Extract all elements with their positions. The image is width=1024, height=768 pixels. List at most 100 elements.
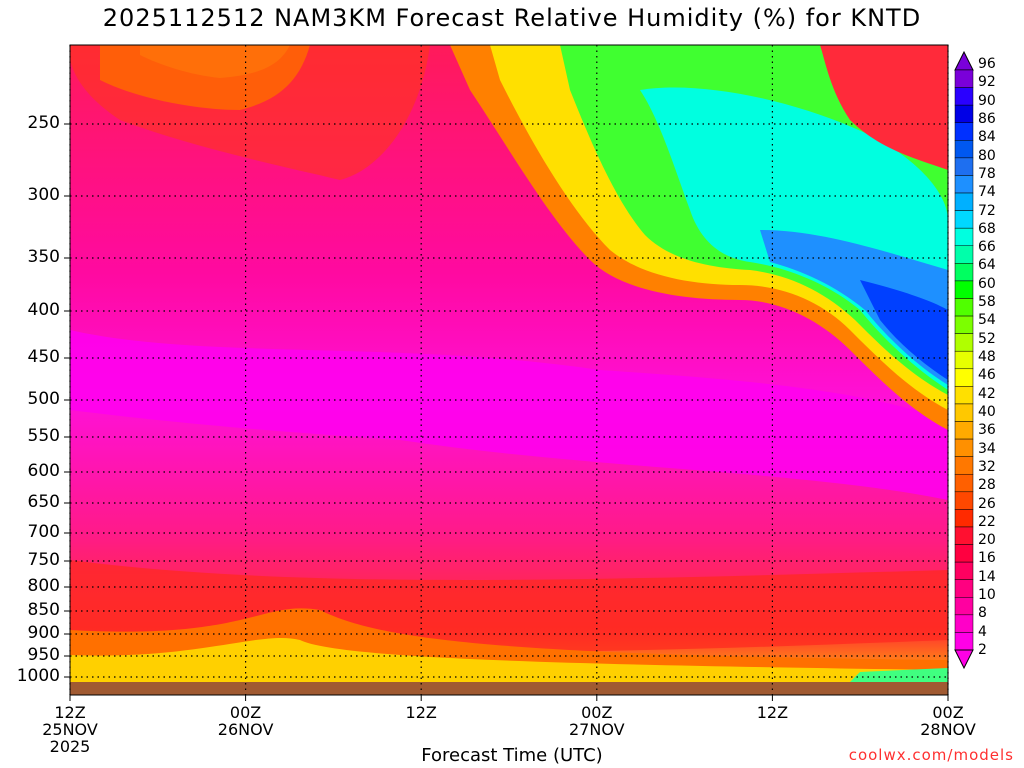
colorbar-swatch [954, 632, 974, 651]
colorbar-label: 66 [978, 239, 996, 256]
y-tick-label: 950 [27, 645, 60, 665]
colorbar-label: 36 [978, 422, 996, 439]
colorbar-swatch [954, 526, 974, 545]
colorbar-label: 32 [978, 458, 996, 475]
colorbar-swatch [954, 192, 974, 211]
colorbar-swatch [954, 315, 974, 334]
x-tick-label: 00Z [581, 703, 613, 722]
colorbar-swatch [954, 280, 974, 299]
colorbar-swatch [954, 333, 974, 352]
y-tick-label: 450 [27, 347, 60, 367]
colorbar-label: 84 [978, 129, 996, 146]
rh-mid-dry-core [70, 330, 948, 500]
x-tick-label: 12Z [405, 703, 437, 722]
x-tick-label: 00Z [229, 703, 262, 722]
y-tick-label: 500 [27, 389, 60, 409]
colorbar-swatch [954, 263, 974, 282]
y-tick-label: 300 [27, 185, 60, 205]
colorbar-swatch [954, 69, 974, 88]
colorbar-bottom-arrow [954, 649, 974, 670]
colorbar-label: 42 [978, 385, 996, 402]
colorbar-swatch [954, 298, 974, 317]
rh-surface-green [850, 668, 948, 682]
colorbar-label: 78 [978, 165, 996, 182]
colorbar-label: 4 [978, 623, 987, 640]
colorbar [954, 50, 974, 670]
colorbar-label: 68 [978, 220, 996, 237]
y-tick-label: 400 [27, 300, 60, 320]
rh-moist-deepblue [860, 280, 948, 380]
y-tick-label: 850 [27, 600, 60, 620]
colorbar-label: 34 [978, 440, 996, 457]
ground [70, 682, 948, 695]
x-tick-label: 27NOV [569, 720, 625, 739]
colorbar-label: 22 [978, 513, 996, 530]
colorbar-swatch [954, 491, 974, 510]
colorbar-label: 80 [978, 147, 996, 164]
colorbar-swatch [954, 157, 974, 176]
colorbar-label: 48 [978, 349, 996, 365]
colorbar-swatch [954, 473, 974, 493]
x-axis-title: Forecast Time (UTC) [421, 745, 603, 766]
y-tick-label: 700 [27, 522, 60, 542]
colorbar-swatch [954, 403, 974, 422]
colorbar-label: 90 [978, 92, 996, 109]
colorbar-swatch [954, 597, 974, 616]
x-tick-label: 25NOV [42, 720, 98, 739]
colorbar-label: 52 [978, 330, 996, 347]
colorbar-swatch [954, 210, 974, 229]
colorbar-label: 40 [978, 403, 996, 420]
colorbar-swatch [954, 421, 974, 440]
x-tick-label: 00Z [932, 703, 964, 722]
colorbar-swatch [954, 561, 974, 580]
colorbar-swatch [954, 614, 974, 633]
x-tick-label: 26NOV [217, 720, 274, 739]
colorbar-swatch [954, 87, 974, 106]
y-tick-label: 1000 [16, 666, 60, 686]
grid-lines [64, 45, 949, 701]
colorbar-swatch [954, 544, 974, 563]
y-tick-label: 350 [27, 247, 60, 267]
y-tick-label: 250 [27, 113, 60, 133]
credit-text: coolwx.com/models [848, 746, 1014, 764]
rh-low-yellow [70, 637, 948, 682]
colorbar-label: 60 [978, 275, 996, 292]
chart-title: 2025112512 NAM3KM Forecast Relative Humi… [102, 4, 922, 32]
colorbar-swatch [954, 175, 974, 194]
colorbar-swatch [954, 227, 974, 247]
colorbar-label: 86 [978, 110, 996, 127]
colorbar-swatch [954, 386, 974, 405]
colorbar-label: 46 [978, 367, 996, 384]
colorbar-swatch [954, 509, 974, 528]
colorbar-label: 8 [978, 605, 987, 622]
colorbar-swatch [954, 350, 974, 370]
colorbar-label: 20 [978, 532, 996, 549]
colorbar-label: 58 [978, 294, 996, 311]
y-tick-label: 550 [27, 426, 60, 446]
colorbar-label: 64 [978, 257, 996, 274]
y-tick-label: 750 [27, 550, 60, 570]
x-tick-label: 12Z [756, 703, 789, 722]
colorbar-label: 96 [978, 56, 996, 72]
y-tick-label: 800 [27, 576, 60, 596]
colorbar-swatch [954, 579, 974, 598]
colorbar-label: 54 [978, 312, 996, 329]
colorbar-label: 16 [978, 550, 996, 567]
rh-upper-red-left [70, 45, 430, 180]
rh-moist-blue [760, 230, 948, 385]
colorbar-swatch [954, 368, 974, 387]
colorbar-label: 72 [978, 202, 996, 219]
colorbar-label: 10 [978, 587, 996, 604]
colorbar-label: 14 [978, 568, 996, 585]
x-tick-label: 2025 [49, 737, 91, 756]
colorbar-label: 28 [978, 477, 996, 494]
x-tick-label: 28NOV [920, 720, 976, 739]
colorbar-swatch [954, 122, 974, 141]
colorbar-label: 74 [978, 184, 996, 201]
colorbar-label: 2 [978, 642, 987, 658]
rh-upper-right-red [820, 45, 948, 170]
colorbar-swatch [954, 245, 974, 264]
colorbar-swatch [954, 140, 974, 159]
y-tick-label: 650 [27, 492, 60, 512]
